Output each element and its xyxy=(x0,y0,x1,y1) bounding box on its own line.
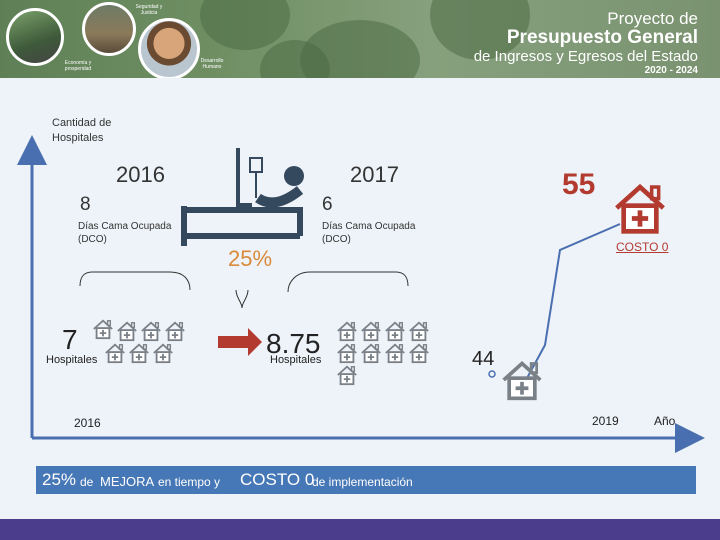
x-axis-label: Año xyxy=(654,414,676,428)
hospitals-before-label: Hospitales xyxy=(46,354,98,366)
brace-right xyxy=(287,271,409,293)
hospital-house-icon-cost xyxy=(617,187,664,231)
x-tick-start: 2016 xyxy=(74,416,101,430)
banner-w2: MEJORA xyxy=(100,474,155,489)
hospitals-after-value: 8.75 xyxy=(266,328,321,359)
right-dco: Días Cama Ocupada (DCO) xyxy=(322,221,416,245)
header-banner: Seguridad y Justicia Economía y prosperi… xyxy=(0,0,720,78)
footer-bar xyxy=(0,519,720,540)
left-year: 2016 xyxy=(116,162,165,187)
bracket-center-right xyxy=(241,289,249,309)
title-line1: Proyecto de xyxy=(607,9,698,28)
title-line3: de Ingresos y Egresos del Estado xyxy=(473,48,698,65)
projection-line xyxy=(525,223,621,381)
hospitals-before-value: 7 xyxy=(62,324,78,355)
hospitals-after-label: Hospitales xyxy=(270,354,322,366)
right-arrow-icon xyxy=(218,328,262,356)
banner-pct: 25% xyxy=(42,470,77,489)
left-dco: Días Cama Ocupada (DCO) xyxy=(78,221,172,245)
cost-label: COSTO 0 xyxy=(616,240,669,254)
bracket-center xyxy=(235,289,243,309)
road-photo xyxy=(6,8,64,66)
x-tick-end: 2019 xyxy=(592,414,619,428)
improvement-percent: 25% xyxy=(228,246,273,271)
title-line4: 2020 - 2024 xyxy=(644,65,698,76)
right-year: 2017 xyxy=(350,162,399,187)
banner-w5: de implementación xyxy=(312,475,413,489)
banner-w1: de xyxy=(80,475,94,489)
house-group-after xyxy=(336,321,430,386)
left-value: 8 xyxy=(80,194,91,215)
project-title: Proyecto de Presupuesto General de Ingre… xyxy=(474,10,698,77)
value-2019: 44 xyxy=(472,348,495,370)
right-value: 6 xyxy=(322,194,333,215)
hospital-house-icon-2019 xyxy=(501,361,543,401)
value-end: 55 xyxy=(562,168,596,201)
brace-left xyxy=(79,271,191,291)
summary-banner: 25% de MEJORA en tiempo y COSTO 0 de imp… xyxy=(36,466,696,494)
badge-right: Desarrollo Humano xyxy=(200,58,224,70)
badge-left: Economía y prosperidad xyxy=(64,60,92,72)
child-photo xyxy=(138,18,200,78)
banner-w3: en tiempo y xyxy=(158,475,221,489)
banner-w4: COSTO 0 xyxy=(240,470,315,489)
title-line2: Presupuesto General xyxy=(506,27,698,48)
badge-top: Seguridad y Justicia xyxy=(135,4,163,16)
projection-point xyxy=(488,370,496,378)
building-photo xyxy=(82,2,136,56)
house-group-before xyxy=(92,319,186,364)
hospital-bed-icon xyxy=(181,148,304,246)
y-axis-label: Cantidad de Hospitales xyxy=(52,117,112,144)
